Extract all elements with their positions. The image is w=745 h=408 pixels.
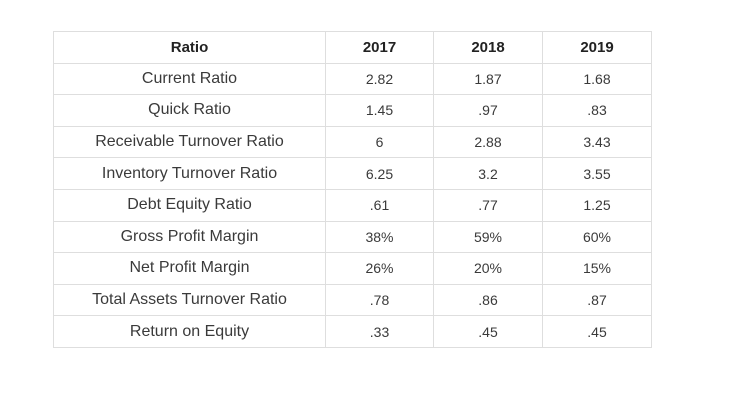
ratio-name: Gross Profit Margin: [53, 220, 326, 254]
ratio-name: Current Ratio: [53, 62, 326, 96]
ratio-value: 26%: [325, 252, 434, 285]
ratio-value: 3.2: [433, 157, 543, 190]
ratio-value: 59%: [433, 220, 543, 254]
ratio-value: 6: [325, 125, 434, 159]
header-year-2018: 2018: [433, 31, 543, 64]
ratio-value: 60%: [542, 220, 652, 254]
ratio-value: .97: [433, 94, 543, 127]
ratio-value: 1.87: [433, 62, 543, 96]
ratio-value: .78: [325, 283, 434, 317]
ratio-value: .61: [325, 188, 434, 222]
ratio-value: .33: [325, 315, 434, 348]
ratio-value: 3.55: [542, 157, 652, 190]
table-row: Return on Equity .33 .45 .45: [53, 315, 652, 348]
header-year-2019: 2019: [542, 31, 652, 64]
table-row: Debt Equity Ratio .61 .77 1.25: [53, 188, 652, 222]
ratio-value: .77: [433, 188, 543, 222]
ratio-name: Quick Ratio: [53, 94, 326, 127]
table-row: Current Ratio 2.82 1.87 1.68: [53, 62, 652, 96]
ratio-value: 38%: [325, 220, 434, 254]
ratio-value: .45: [433, 315, 543, 348]
table-row: Net Profit Margin 26% 20% 15%: [53, 252, 652, 285]
ratio-value: .45: [542, 315, 652, 348]
header-ratio: Ratio: [53, 31, 326, 64]
ratio-name: Net Profit Margin: [53, 252, 326, 285]
ratio-name: Total Assets Turnover Ratio: [53, 283, 326, 317]
ratio-value: 1.25: [542, 188, 652, 222]
ratio-value: .86: [433, 283, 543, 317]
ratio-value: 20%: [433, 252, 543, 285]
ratio-name: Inventory Turnover Ratio: [53, 157, 326, 190]
ratio-value: 2.82: [325, 62, 434, 96]
ratio-value: 1.68: [542, 62, 652, 96]
ratio-name: Debt Equity Ratio: [53, 188, 326, 222]
table-row: Inventory Turnover Ratio 6.25 3.2 3.55: [53, 157, 652, 190]
ratio-value: 2.88: [433, 125, 543, 159]
ratio-value: 15%: [542, 252, 652, 285]
ratio-name: Return on Equity: [53, 315, 326, 348]
ratio-table: Ratio 2017 2018 2019 Current Ratio 2.82 …: [53, 31, 652, 348]
ratio-value: .87: [542, 283, 652, 317]
table-row: Total Assets Turnover Ratio .78 .86 .87: [53, 283, 652, 317]
ratio-value: .83: [542, 94, 652, 127]
table-row: Quick Ratio 1.45 .97 .83: [53, 94, 652, 127]
header-row: Ratio 2017 2018 2019: [53, 31, 652, 64]
table-row: Receivable Turnover Ratio 6 2.88 3.43: [53, 125, 652, 159]
table-header: Ratio 2017 2018 2019: [53, 31, 652, 64]
ratio-name: Receivable Turnover Ratio: [53, 125, 326, 159]
ratio-value: 3.43: [542, 125, 652, 159]
table-row: Gross Profit Margin 38% 59% 60%: [53, 220, 652, 254]
ratio-value: 1.45: [325, 94, 434, 127]
ratio-value: 6.25: [325, 157, 434, 190]
header-year-2017: 2017: [325, 31, 434, 64]
table-body: Current Ratio 2.82 1.87 1.68 Quick Ratio…: [53, 62, 652, 348]
